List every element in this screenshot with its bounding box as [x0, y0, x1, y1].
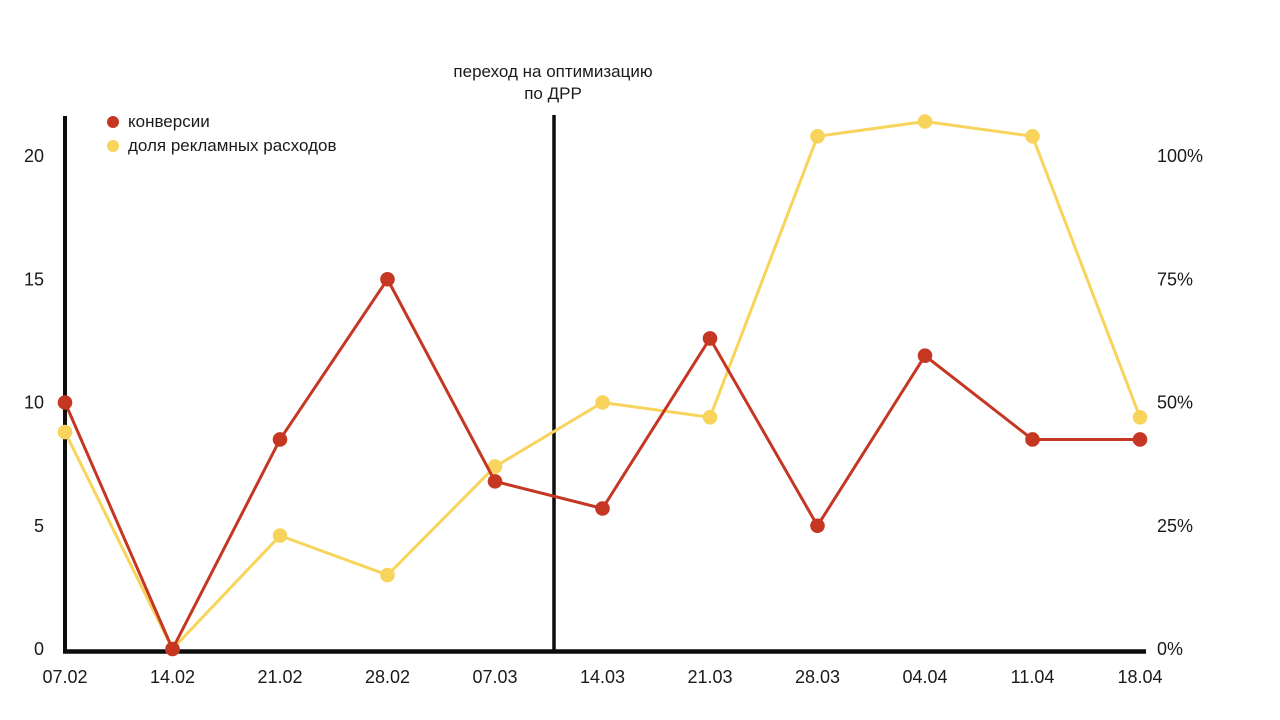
series-ad-share-point — [380, 567, 395, 583]
series-ad-share-point — [1025, 128, 1040, 144]
legend-label-conversions: конверсии — [128, 112, 210, 131]
y-axis-tick-label: 10 — [24, 393, 44, 413]
legend-swatch-ad-share-icon — [107, 140, 119, 152]
right-axis-tick-label: 100% — [1157, 146, 1203, 166]
annotation-label: переход на оптимизацию по ДРР — [453, 61, 652, 105]
series-ad-share-point — [487, 459, 503, 474]
legend-item-conversions: конверсии — [107, 111, 336, 133]
series-ad-share-point — [272, 528, 288, 543]
series-conversions-point — [1025, 432, 1040, 447]
x-axis-tick-label: 14.03 — [580, 667, 625, 687]
legend-label-ad-share: доля рекламных расходов — [128, 136, 337, 155]
series-ad-share-line — [63, 119, 1142, 651]
series-ad-share-point — [57, 424, 73, 440]
series-conversions-point — [917, 348, 933, 363]
annotation-line1: переход на оптимизацию — [453, 62, 653, 81]
y-axis-tick-label: 5 — [34, 516, 44, 536]
series-ad-share-point — [1132, 409, 1148, 425]
series-conversions-point — [1132, 432, 1148, 447]
annotation-line2: по ДРР — [524, 84, 582, 103]
y-axis-tick-label: 0 — [34, 639, 44, 659]
x-axis-tick-label: 18.04 — [1117, 667, 1162, 687]
series-conversions-point — [380, 271, 395, 287]
right-axis-tick-label: 0% — [1157, 639, 1183, 659]
chart-legend: конверсии доля рекламных расходов — [107, 111, 336, 157]
series-ad-share-point — [810, 128, 825, 144]
legend-item-ad-share: доля рекламных расходов — [107, 135, 336, 157]
x-axis-tick-label: 14.02 — [150, 667, 195, 687]
right-axis-tick-label: 75% — [1157, 269, 1193, 289]
series-conversions-point — [702, 331, 718, 346]
x-axis-tick-label: 07.03 — [472, 667, 517, 687]
series-conversions-point — [595, 501, 610, 516]
series-conversions-point — [272, 432, 288, 447]
series-ad-share-point — [917, 114, 933, 129]
right-axis-tick-label: 50% — [1157, 393, 1193, 413]
series-conversions-point — [810, 518, 825, 534]
right-axis-tick-label: 25% — [1157, 516, 1193, 536]
x-axis-tick-label: 28.02 — [365, 667, 410, 687]
y-axis-tick-label: 15 — [24, 269, 44, 289]
y-axis-tick-label: 20 — [24, 146, 44, 166]
x-axis-tick-label: 21.02 — [257, 667, 302, 687]
x-axis-tick-label: 07.02 — [42, 667, 87, 687]
series-conversions-point — [165, 641, 180, 657]
series-conversions-point — [57, 395, 73, 410]
x-axis-tick-label: 11.04 — [1011, 667, 1055, 687]
legend-swatch-conversions-icon — [107, 116, 119, 128]
x-axis-tick-label: 04.04 — [902, 667, 947, 687]
series-ad-share-point — [595, 395, 610, 410]
x-axis-tick-label: 21.03 — [687, 667, 732, 687]
series-conversions-point — [487, 474, 503, 489]
series-ad-share-point — [702, 409, 718, 425]
x-axis-tick-label: 28.03 — [795, 667, 840, 687]
